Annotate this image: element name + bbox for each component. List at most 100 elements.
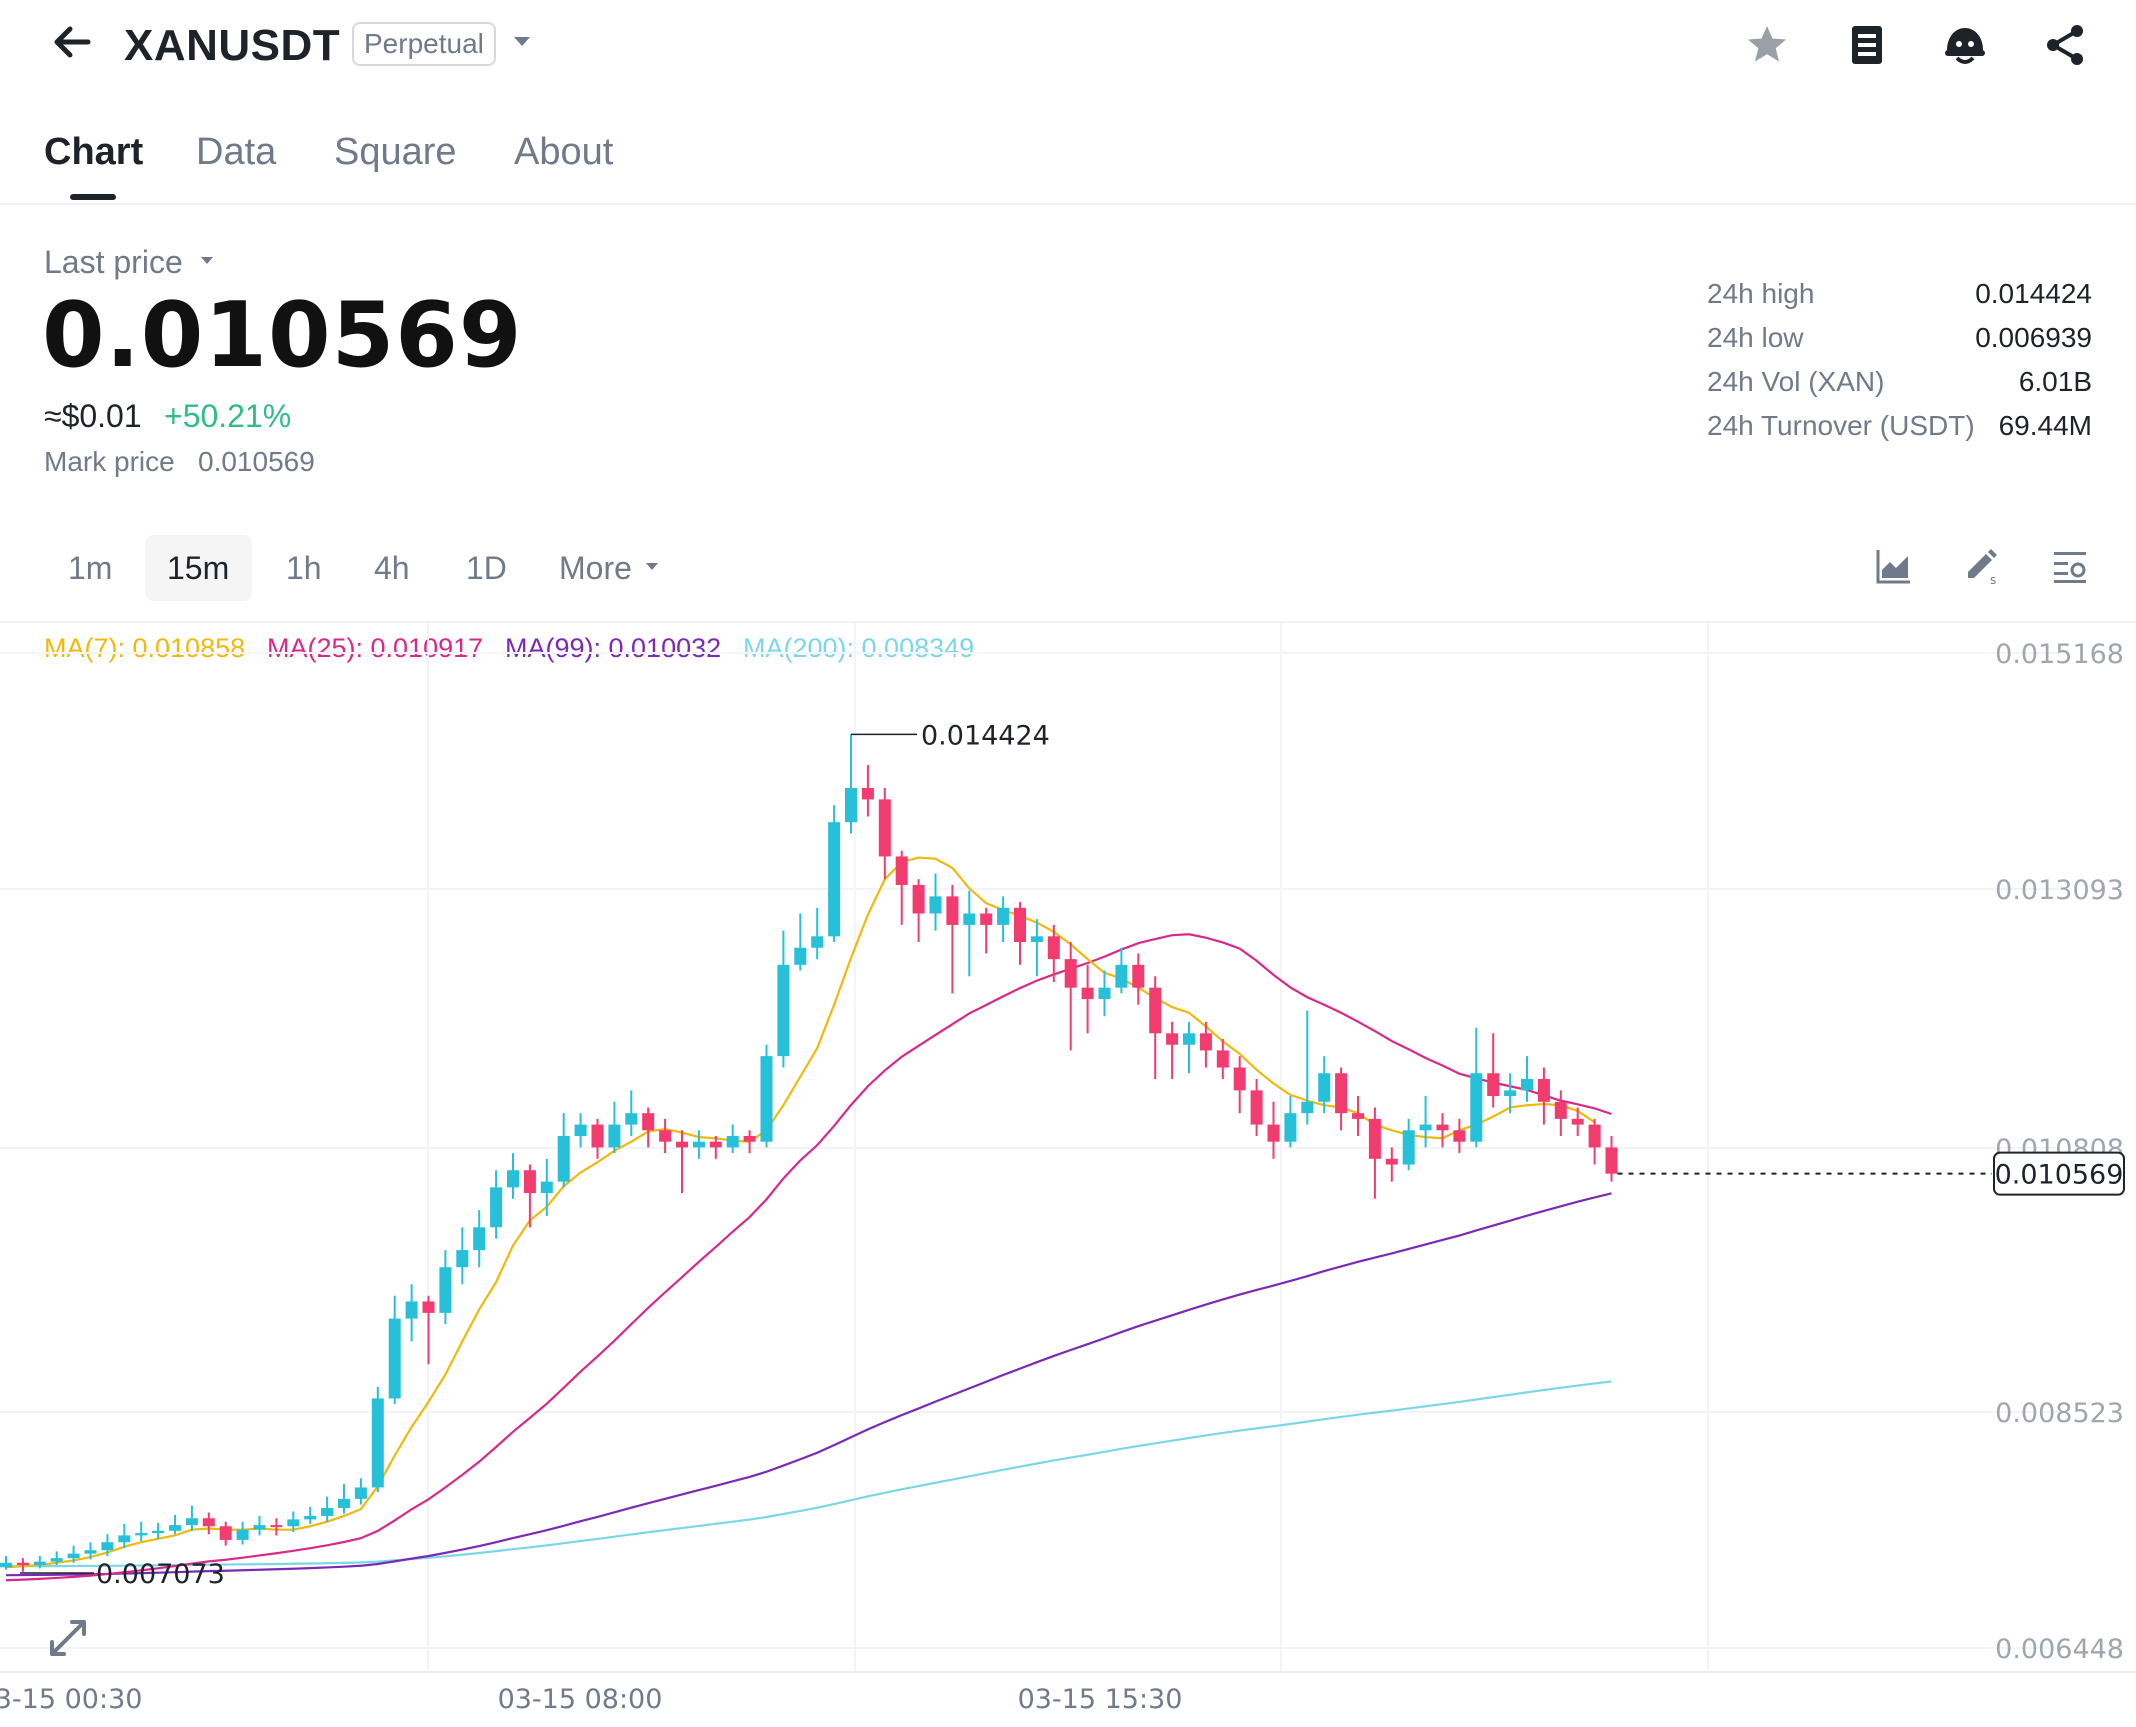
tab-chart[interactable]: Chart [44, 131, 144, 173]
tab-data[interactable]: Data [196, 131, 277, 173]
candle-body [219, 1526, 232, 1540]
candle [709, 1136, 722, 1159]
stat-24h-turnover-label: 24h Turnover (USDT) [1707, 410, 1975, 441]
candle-body [980, 913, 993, 925]
interval-4h[interactable]: 4h [374, 550, 410, 586]
interval-1d[interactable]: 1D [466, 550, 507, 586]
candle [422, 1295, 435, 1365]
symbol-dropdown-icon[interactable] [510, 30, 534, 54]
high-price-label: 0.014424 [921, 720, 1050, 751]
current-price-badge [1993, 1151, 2125, 1196]
candle [50, 1551, 63, 1566]
candle [912, 879, 925, 943]
candle-body [185, 1518, 198, 1526]
candle [1352, 1096, 1364, 1137]
orderbook-icon[interactable] [1842, 20, 1892, 70]
candle [270, 1518, 283, 1536]
candle [828, 805, 841, 943]
indicator-icon[interactable] [1874, 546, 1914, 586]
back-arrow-icon[interactable] [48, 18, 96, 66]
candle [1537, 1067, 1550, 1125]
candle [557, 1113, 570, 1188]
candle-body [1284, 1113, 1297, 1142]
draw-icon[interactable]: s [1962, 546, 2002, 586]
candle-body [473, 1227, 486, 1251]
candle-body [523, 1170, 536, 1194]
candlestick-chart[interactable]: 0.0151680.0130930.0108080.0085230.006448… [0, 622, 2136, 1727]
candle [1267, 1101, 1280, 1159]
candle-body [1504, 1090, 1517, 1097]
last-price-dropdown-icon[interactable] [198, 252, 216, 270]
candle [1233, 1056, 1246, 1114]
candle [1385, 1147, 1398, 1182]
stat-24h-vol-value: 6.01B [2018, 366, 2092, 397]
stat-24h-low-label: 24h low [1707, 322, 1804, 353]
candle [845, 734, 857, 834]
candle-body [1115, 964, 1128, 988]
candle [1436, 1113, 1449, 1148]
candle [304, 1506, 317, 1524]
candle [185, 1505, 198, 1531]
candle-body [1301, 1101, 1314, 1114]
share-icon[interactable] [2040, 20, 2090, 70]
candle-body [1233, 1067, 1246, 1091]
helmet-icon[interactable] [1940, 20, 1990, 70]
candle-body [963, 913, 976, 925]
candle [202, 1512, 215, 1535]
candle [219, 1521, 232, 1546]
last-price-value: 0.010569 [42, 283, 523, 388]
tab-about[interactable]: About [514, 131, 614, 173]
candle-body [439, 1267, 452, 1313]
last-price-label[interactable]: Last price [44, 244, 183, 280]
candle [811, 907, 824, 960]
mark-price-label: Mark price [44, 446, 175, 477]
candle-body [1014, 907, 1026, 943]
candle [608, 1101, 621, 1154]
x-tick-label: 03-15 00:30 [0, 1684, 142, 1715]
interval-1m[interactable]: 1m [68, 550, 113, 586]
ma25-legend: MA(25): 0.010917 [267, 633, 484, 663]
candle [895, 850, 908, 925]
candle [101, 1534, 114, 1556]
tab-square[interactable]: Square [334, 131, 457, 173]
candle-body [202, 1518, 215, 1527]
candle-body [1605, 1147, 1618, 1174]
candle-body [507, 1170, 519, 1188]
candle [777, 930, 790, 1068]
candle-body [405, 1301, 418, 1319]
candle [0, 1555, 12, 1570]
candle [1064, 942, 1077, 1051]
candle [287, 1511, 300, 1532]
candle [169, 1514, 181, 1535]
candle-body [591, 1124, 604, 1148]
candle [1199, 1021, 1212, 1068]
candle [1030, 919, 1043, 977]
candle [84, 1542, 97, 1560]
price-change-percent: +50.21% [164, 398, 292, 434]
candle [760, 1044, 773, 1148]
candle [1014, 902, 1026, 965]
candle-body [354, 1487, 367, 1499]
more-dropdown-icon[interactable] [643, 558, 661, 576]
settings-icon[interactable] [2050, 546, 2090, 586]
interval-1h[interactable]: 1h [286, 550, 322, 586]
fullscreen-icon[interactable] [44, 1614, 92, 1662]
candle [1183, 1021, 1195, 1074]
candle [1284, 1096, 1297, 1148]
candle-body [946, 896, 959, 925]
divider [0, 203, 2136, 205]
ma99-legend: MA(99): 0.010032 [505, 633, 722, 663]
symbol-title[interactable]: XANUSDT [124, 21, 341, 70]
candle [540, 1158, 553, 1216]
candle-body [422, 1301, 435, 1313]
x-tick-label: 03-15 08:00 [498, 1684, 663, 1715]
star-icon[interactable] [1742, 20, 1792, 70]
interval-15m[interactable]: 15m [167, 550, 230, 586]
candle-body [895, 856, 908, 885]
ma99-line [5, 1192, 1612, 1577]
candle-body [557, 1136, 570, 1182]
low-price-label: 0.007073 [96, 1559, 225, 1590]
interval-more[interactable]: More [559, 550, 632, 586]
candle [1571, 1107, 1584, 1137]
candle [371, 1387, 384, 1493]
